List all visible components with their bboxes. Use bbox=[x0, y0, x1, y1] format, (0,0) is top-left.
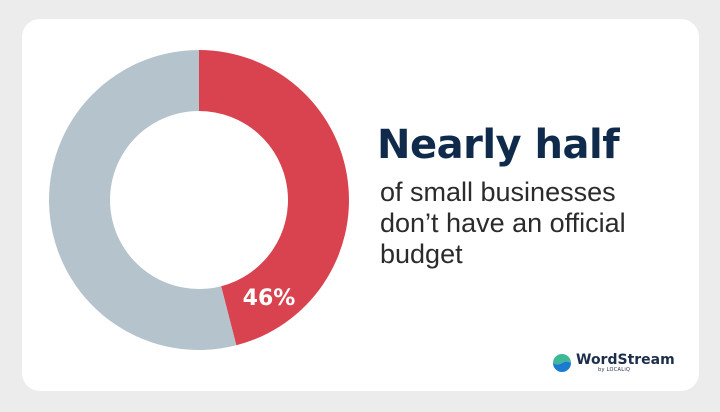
donut-slice-2 bbox=[48, 50, 237, 351]
wordstream-logo-icon bbox=[553, 354, 571, 372]
donut-chart: 46% bbox=[48, 50, 349, 351]
donut-slice-1 bbox=[199, 50, 349, 346]
brand-subtitle: by LOCALiQ bbox=[598, 367, 631, 373]
brand-logo: WordStream by LOCALiQ bbox=[552, 353, 675, 373]
headline: Nearly half bbox=[377, 122, 620, 168]
subtext: of small businesses don’t have an offici… bbox=[380, 177, 626, 269]
brand-name: WordStream bbox=[576, 352, 675, 368]
donut-slice-label: 46% bbox=[243, 286, 296, 311]
infographic-card: 46% Nearly half of small businesses don’… bbox=[22, 19, 699, 391]
